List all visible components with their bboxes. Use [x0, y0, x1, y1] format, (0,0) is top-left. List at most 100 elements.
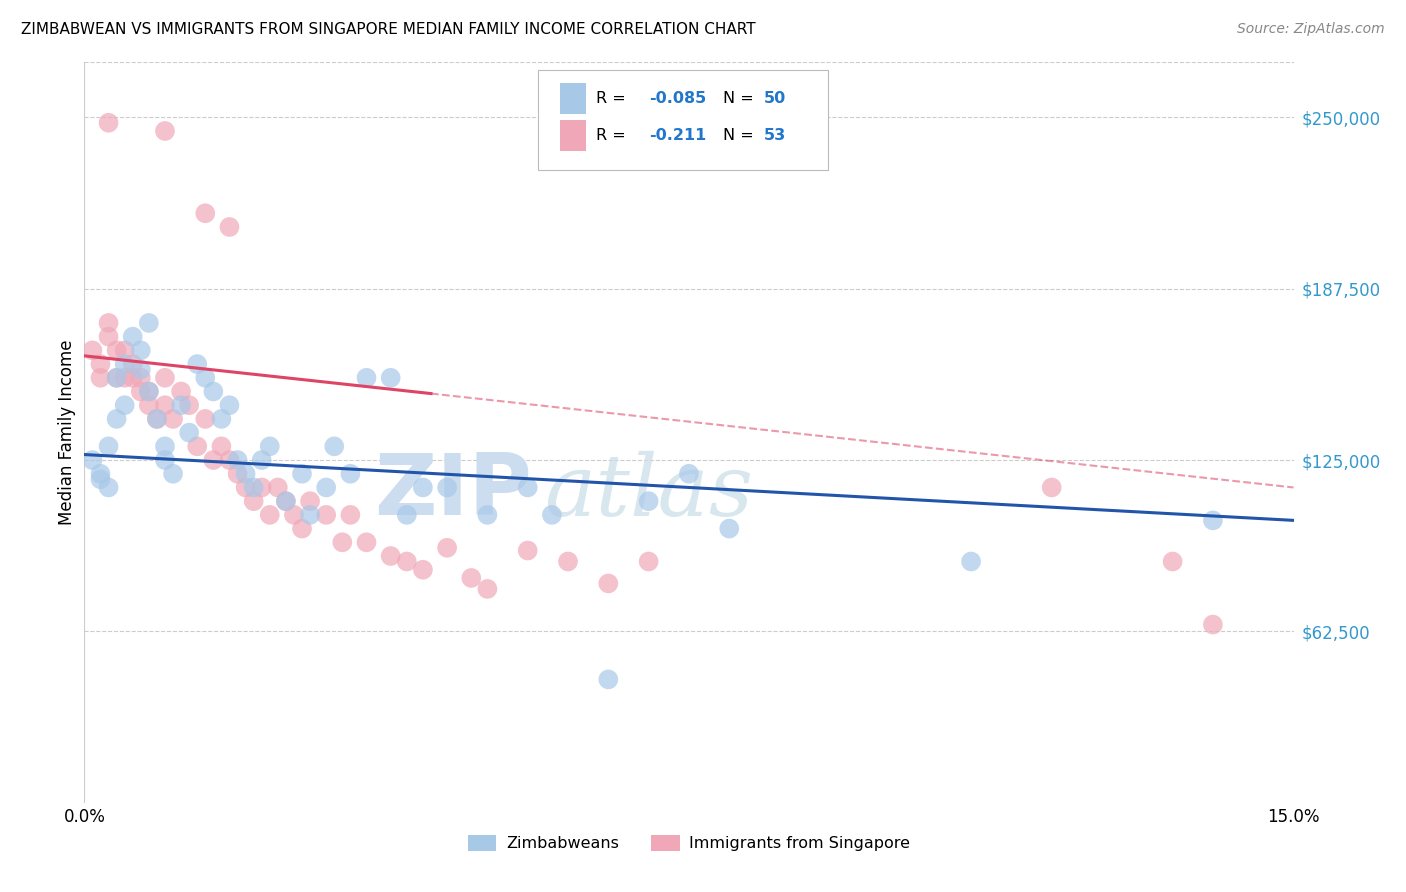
Point: [153, 124, 176, 138]
Point: [235, 480, 257, 494]
Point: [153, 371, 176, 385]
Point: [89, 467, 111, 481]
Point: [541, 508, 564, 522]
Point: [315, 508, 337, 522]
Point: [299, 508, 322, 522]
Point: [259, 508, 281, 522]
Point: [138, 398, 160, 412]
Text: ZIP: ZIP: [374, 450, 531, 533]
FancyBboxPatch shape: [560, 120, 586, 152]
Point: [202, 453, 225, 467]
Text: atlas: atlas: [544, 450, 754, 533]
Point: [339, 508, 361, 522]
Point: [105, 371, 128, 385]
Point: [299, 494, 322, 508]
Point: [202, 384, 225, 399]
Point: [412, 480, 434, 494]
Y-axis label: Median Family Income: Median Family Income: [58, 340, 76, 525]
Point: [477, 508, 499, 522]
Point: [436, 541, 458, 555]
Point: [129, 384, 152, 399]
Point: [89, 357, 111, 371]
Point: [226, 467, 249, 481]
FancyBboxPatch shape: [560, 83, 586, 114]
Point: [138, 384, 160, 399]
Point: [516, 543, 538, 558]
Point: [194, 206, 217, 220]
Point: [274, 494, 297, 508]
Point: [315, 480, 337, 494]
Point: [637, 494, 659, 508]
Point: [267, 480, 290, 494]
Point: [250, 480, 273, 494]
Point: [250, 453, 273, 467]
Text: N =: N =: [723, 91, 759, 106]
Point: [146, 412, 169, 426]
Point: [209, 412, 232, 426]
Point: [412, 563, 434, 577]
Point: [274, 494, 297, 508]
Point: [153, 439, 176, 453]
Point: [557, 554, 579, 568]
FancyBboxPatch shape: [538, 70, 828, 169]
Point: [129, 362, 152, 376]
Point: [1161, 554, 1184, 568]
Point: [179, 425, 201, 440]
Point: [1202, 513, 1225, 527]
Point: [235, 467, 257, 481]
Point: [678, 467, 700, 481]
Text: R =: R =: [596, 128, 636, 144]
Point: [89, 371, 111, 385]
Point: [477, 582, 499, 596]
Text: R =: R =: [596, 91, 631, 106]
Point: [380, 549, 402, 563]
Point: [598, 576, 620, 591]
Point: [1202, 617, 1225, 632]
Point: [283, 508, 305, 522]
Point: [186, 357, 208, 371]
Point: [146, 412, 169, 426]
Point: [114, 343, 136, 358]
Point: [395, 508, 418, 522]
Point: [291, 467, 314, 481]
Point: [105, 343, 128, 358]
Point: [960, 554, 983, 568]
Point: [356, 535, 378, 549]
Point: [105, 412, 128, 426]
Point: [114, 371, 136, 385]
Point: [436, 480, 458, 494]
Point: [259, 439, 281, 453]
Point: [97, 316, 120, 330]
Point: [209, 439, 232, 453]
Point: [218, 453, 240, 467]
Point: [718, 522, 741, 536]
Point: [460, 571, 482, 585]
Point: [170, 384, 193, 399]
Text: 50: 50: [763, 91, 786, 106]
Point: [97, 480, 120, 494]
Text: ZIMBABWEAN VS IMMIGRANTS FROM SINGAPORE MEDIAN FAMILY INCOME CORRELATION CHART: ZIMBABWEAN VS IMMIGRANTS FROM SINGAPORE …: [21, 22, 755, 37]
Point: [153, 453, 176, 467]
Point: [186, 439, 208, 453]
Point: [516, 480, 538, 494]
Point: [637, 554, 659, 568]
Point: [242, 480, 264, 494]
Point: [380, 371, 402, 385]
Point: [218, 219, 240, 234]
Point: [218, 398, 240, 412]
Point: [179, 398, 201, 412]
Point: [114, 357, 136, 371]
Point: [97, 116, 120, 130]
Point: [121, 357, 143, 371]
Point: [138, 384, 160, 399]
Point: [114, 398, 136, 412]
Point: [339, 467, 361, 481]
Point: [89, 472, 111, 486]
Text: Source: ZipAtlas.com: Source: ZipAtlas.com: [1237, 22, 1385, 37]
Text: 53: 53: [763, 128, 786, 144]
Point: [291, 522, 314, 536]
Point: [82, 343, 104, 358]
Text: N =: N =: [723, 128, 759, 144]
Point: [162, 467, 184, 481]
Point: [1040, 480, 1063, 494]
